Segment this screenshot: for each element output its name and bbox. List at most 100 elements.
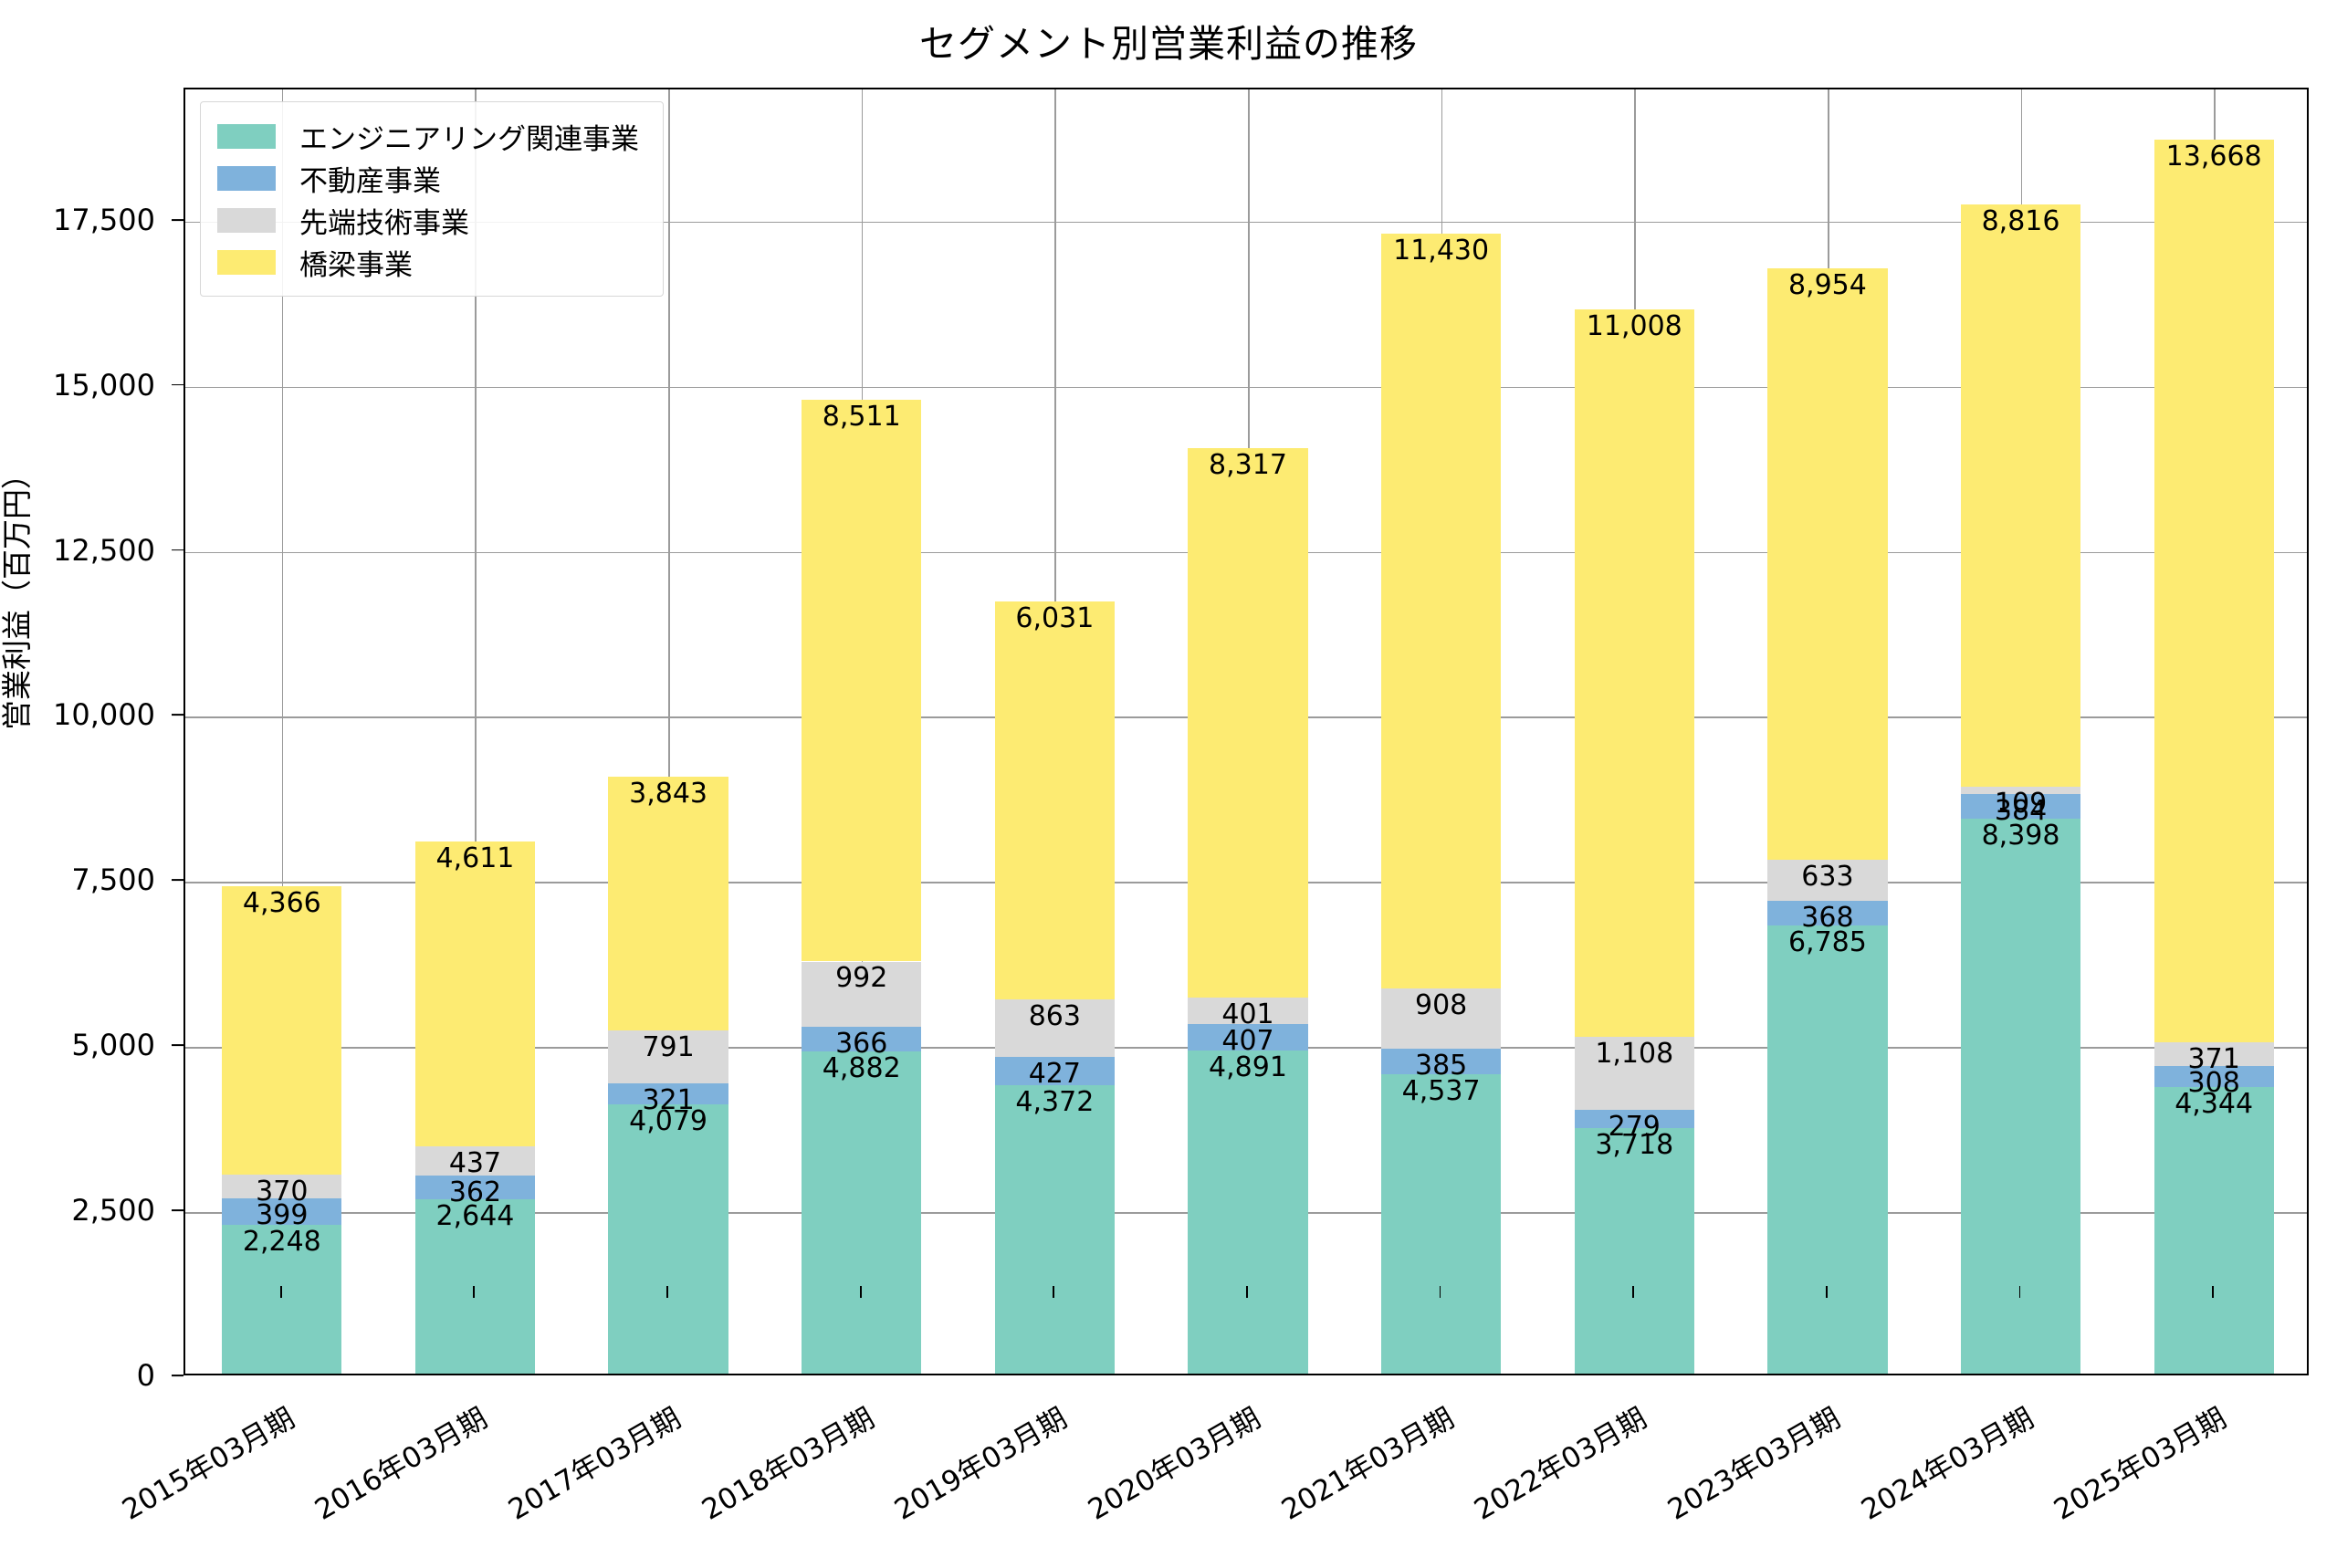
bar-segment[interactable]: [802, 961, 922, 1028]
bar-segment[interactable]: [1960, 204, 2081, 787]
legend-swatch-bridge: [217, 249, 276, 275]
bar-stack[interactable]: 3,718 279 1,108 11,008: [1574, 86, 1694, 1374]
chart-legend: エンジニアリング関連事業 不動産事業 先端技術事業 橋梁事業: [200, 101, 664, 297]
legend-label-bridge: 橋梁事業: [299, 248, 413, 282]
bar-stack[interactable]: 4,372 427 863 6,031: [994, 86, 1115, 1374]
bar-segment[interactable]: [608, 1103, 728, 1374]
bar-segment[interactable]: [1188, 447, 1308, 998]
legend-label-advanced-tech: 先端技術事業: [299, 206, 469, 240]
y-axis-tick-label: 17,500: [53, 202, 155, 237]
bar-segment[interactable]: [1188, 1023, 1308, 1051]
bar-segment[interactable]: [1574, 1109, 1694, 1128]
bar-segment[interactable]: [414, 1145, 536, 1176]
bar-segment[interactable]: [608, 1030, 728, 1083]
bar-segment[interactable]: [1767, 859, 1888, 902]
x-axis-tick-mark: [2018, 1286, 2021, 1298]
bar-segment[interactable]: [414, 1175, 536, 1199]
y-axis-tick-label: 10,000: [53, 697, 155, 733]
legend-swatch-engineering: [217, 123, 276, 149]
gridline-horizontal: [185, 221, 2307, 224]
bar-segment[interactable]: [1960, 793, 2081, 820]
y-axis-tick-mark: [172, 549, 183, 551]
bar-segment[interactable]: [994, 1056, 1115, 1085]
plot-area: 2,248 399 370 4,366 2,644 362 437 4,611 4,079 321…: [183, 88, 2309, 1375]
bar-stack[interactable]: 4,882 366 992 8,511: [802, 86, 922, 1374]
bar-segment[interactable]: [1767, 901, 1888, 926]
x-axis-tick-mark: [2212, 1286, 2214, 1298]
y-axis-tick-mark: [172, 714, 183, 716]
bar-segment[interactable]: [414, 1198, 536, 1374]
legend-swatch-advanced-tech: [217, 207, 276, 233]
y-axis-tick-label: 5,000: [71, 1028, 155, 1063]
bar-segment[interactable]: [2154, 139, 2274, 1042]
legend-label-realestate: 不動産事業: [299, 164, 441, 198]
bar-stack[interactable]: 8,398 384 109 8,816: [1960, 86, 2081, 1374]
y-axis-tick-mark: [172, 218, 183, 221]
legend-item-engineering[interactable]: エンジニアリング関連事業: [217, 115, 639, 157]
bar-stack[interactable]: 2,644 362 437 4,611: [414, 86, 536, 1374]
y-axis-tick-label: 0: [136, 1358, 155, 1393]
x-axis-tick-mark: [1246, 1286, 1248, 1298]
x-axis-tick-mark: [859, 1286, 862, 1298]
chart-title: セグメント別営業利益の推移: [919, 22, 1418, 66]
bar-stack[interactable]: 4,537 385 908 11,430: [1381, 86, 1502, 1374]
bar-segment[interactable]: [1188, 997, 1308, 1024]
bar-segment[interactable]: [994, 999, 1115, 1057]
x-axis-tick-mark: [1825, 1286, 1828, 1298]
legend-item-advanced-tech[interactable]: 先端技術事業: [217, 199, 639, 241]
bar-segment[interactable]: [1381, 234, 1502, 989]
y-axis-tick-label: 7,500: [71, 862, 155, 898]
bar-stack[interactable]: 6,785 368 633 8,954: [1767, 86, 1888, 1374]
bar-segment[interactable]: [1960, 819, 2081, 1374]
legend-label-engineering: エンジニアリング関連事業: [299, 122, 639, 156]
bar-segment[interactable]: [802, 399, 922, 962]
y-axis-tick-mark: [172, 1044, 183, 1047]
bar-segment[interactable]: [1188, 1051, 1308, 1374]
bar-segment[interactable]: [222, 1198, 342, 1226]
legend-item-bridge[interactable]: 橋梁事業: [217, 241, 639, 283]
gridline-vertical: [668, 89, 670, 1374]
y-axis-tick-mark: [172, 1209, 183, 1211]
bar-stack[interactable]: 4,344 308 371 13,668: [2154, 86, 2274, 1374]
x-axis-tick-mark: [666, 1286, 668, 1298]
bar-segment[interactable]: [608, 1082, 728, 1104]
bar-segment[interactable]: [2154, 1066, 2274, 1087]
y-axis-title: 営業利益（百万円）: [0, 459, 35, 730]
x-axis-tick-mark: [1439, 1286, 1441, 1298]
y-axis-tick-mark: [172, 1375, 183, 1376]
bar-segment[interactable]: [1574, 309, 1694, 1037]
bar-segment[interactable]: [802, 1027, 922, 1051]
bar-segment[interactable]: [1574, 1036, 1694, 1110]
bar-segment[interactable]: [1574, 1127, 1694, 1374]
bar-segment[interactable]: [1381, 1048, 1502, 1074]
bar-segment[interactable]: [222, 1225, 342, 1374]
y-axis-tick-mark: [172, 383, 183, 386]
y-axis-tick-mark: [172, 879, 183, 882]
bar-segment[interactable]: [1381, 1073, 1502, 1374]
bar-segment[interactable]: [994, 601, 1115, 1000]
x-axis-tick-mark: [279, 1286, 282, 1298]
y-axis-tick-label: 2,500: [71, 1193, 155, 1228]
bar-segment[interactable]: [222, 885, 342, 1175]
bar-segment[interactable]: [414, 841, 536, 1146]
legend-item-realestate[interactable]: 不動産事業: [217, 157, 639, 199]
y-axis-tick-label: 12,500: [53, 532, 155, 568]
bar-segment[interactable]: [1381, 988, 1502, 1049]
gridline-vertical: [281, 89, 284, 1374]
bar-segment[interactable]: [802, 1051, 922, 1374]
x-axis-tick-mark: [1632, 1286, 1635, 1298]
gridline-vertical: [475, 89, 477, 1374]
x-axis-tick-mark: [473, 1286, 476, 1298]
bar-segment[interactable]: [2154, 1086, 2274, 1374]
bar-segment[interactable]: [2154, 1041, 2274, 1067]
bar-segment[interactable]: [222, 1174, 342, 1199]
bar-segment[interactable]: [1767, 925, 1888, 1374]
bar-segment[interactable]: [994, 1084, 1115, 1374]
bar-segment[interactable]: [608, 777, 728, 1031]
bar-stack[interactable]: 4,891 407 401 8,317: [1188, 86, 1308, 1374]
gridline-horizontal: [185, 386, 2307, 389]
bar-segment[interactable]: [1767, 267, 1888, 860]
x-axis-tick-mark: [1053, 1286, 1055, 1298]
y-axis-tick-label: 15,000: [53, 367, 155, 402]
bar-segment[interactable]: [1960, 786, 2081, 794]
